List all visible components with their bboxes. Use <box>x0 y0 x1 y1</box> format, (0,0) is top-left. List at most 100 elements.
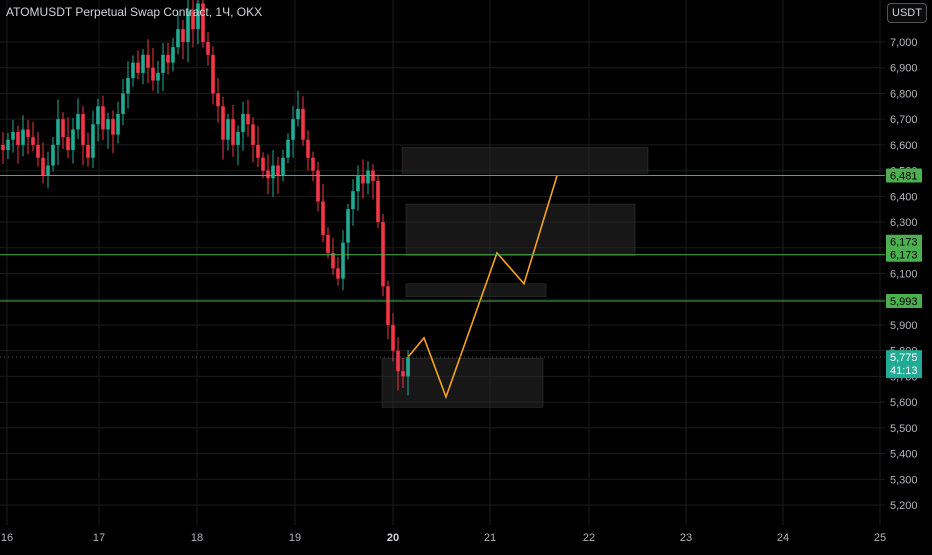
price-tick-label: 7,000 <box>890 37 918 49</box>
level-label-6481-bg <box>886 168 922 183</box>
level-label-6481: 6,481 <box>890 170 918 182</box>
candle-body <box>6 139 10 151</box>
zone-box[interactable] <box>405 283 547 297</box>
price-tick-label: 6,300 <box>890 217 918 229</box>
candle-body <box>241 114 245 133</box>
candle-body <box>301 108 305 140</box>
projection-path[interactable] <box>407 175 558 400</box>
candle-body <box>281 157 285 176</box>
candle-body <box>381 222 385 287</box>
candle-body <box>286 139 290 158</box>
candle-body <box>341 242 345 279</box>
current-price-label: 5,775 <box>890 352 918 364</box>
candle-body <box>201 3 205 42</box>
candle-body <box>91 124 95 158</box>
candle-body <box>41 157 45 176</box>
candle-body <box>171 47 175 63</box>
zone-box[interactable] <box>401 147 649 174</box>
candle-body <box>316 170 320 202</box>
price-tick-label: 6,600 <box>890 140 918 152</box>
candle-body <box>206 42 210 55</box>
candle-body <box>271 165 275 179</box>
candle-body <box>136 62 140 73</box>
candle-body <box>36 144 40 158</box>
candle-body <box>336 268 340 279</box>
time-tick-label: 24 <box>777 532 789 544</box>
candle-body <box>366 170 370 184</box>
candle-body <box>186 11 190 42</box>
currency-button[interactable]: USDT <box>887 3 927 23</box>
candle-body <box>161 54 165 73</box>
candle-body <box>126 78 130 94</box>
candle-body <box>176 29 180 48</box>
candle-body <box>131 62 135 79</box>
time-tick-label: 23 <box>680 532 692 544</box>
candle-body <box>231 119 235 145</box>
candle-body <box>196 3 200 30</box>
candle-body <box>401 371 405 377</box>
candle-body <box>11 132 15 140</box>
candle-body <box>46 165 50 176</box>
time-tick-label: 18 <box>191 532 203 544</box>
price-tick-label: 6,700 <box>890 114 918 126</box>
candle-body <box>66 137 70 151</box>
candle-body <box>116 114 120 135</box>
candle-body <box>26 129 30 138</box>
candle-body <box>156 72 160 81</box>
level-label-6173-upper-bg <box>886 234 922 249</box>
candle-body <box>121 93 125 115</box>
candle-body <box>386 286 390 325</box>
candle-body <box>191 11 195 30</box>
candle-body <box>236 132 240 145</box>
candle-body <box>276 165 280 176</box>
candle-body <box>391 324 395 351</box>
candle-body <box>141 54 145 73</box>
candle-body <box>181 29 185 42</box>
countdown-label: 41:13 <box>890 365 918 377</box>
time-tick-label: 22 <box>583 532 595 544</box>
candle-body <box>31 137 35 145</box>
price-tick-label: 5,500 <box>890 423 918 435</box>
price-tick-label: 6,900 <box>890 63 918 75</box>
chart-title: ATOMUSDT Perpetual Swap Contract, 1Ч, OK… <box>6 5 263 19</box>
price-tick-label: 6,400 <box>890 191 918 203</box>
time-tick-label: 17 <box>93 532 105 544</box>
candle-body <box>256 144 260 158</box>
zone-box[interactable] <box>381 358 544 408</box>
current-price-label-bg <box>886 350 922 379</box>
price-tick-label: 5,300 <box>890 474 918 486</box>
candle-body <box>166 54 170 63</box>
candle-body <box>81 114 85 145</box>
candle-body <box>396 350 400 372</box>
candle-body <box>1 144 5 151</box>
candle-body <box>71 129 75 151</box>
price-tick-label: 5,200 <box>890 500 918 512</box>
candle-body <box>101 106 105 130</box>
price-tick-label: 6,100 <box>890 269 918 281</box>
level-label-6173-upper: 6,173 <box>890 237 918 249</box>
candle-body <box>86 144 90 158</box>
candle-body <box>111 119 115 135</box>
price-tick-label: 5,900 <box>890 320 918 332</box>
zone-box[interactable] <box>405 203 636 256</box>
time-tick-label: 25 <box>874 532 886 544</box>
candle-body <box>326 234 330 253</box>
candle-body <box>61 119 65 138</box>
time-tick-label: 19 <box>289 532 301 544</box>
candle-body <box>216 93 220 107</box>
candle-body <box>406 357 410 377</box>
candle-body <box>331 252 335 269</box>
price-tick-label: 5,400 <box>890 449 918 461</box>
candle-body <box>346 209 350 243</box>
candle-body <box>56 119 60 145</box>
price-tick-label: 6,800 <box>890 88 918 100</box>
candle-body <box>146 54 150 68</box>
level-label-6173: 6,173 <box>890 250 918 262</box>
candle-body <box>246 114 250 125</box>
candle-body <box>151 67 155 81</box>
candle-body <box>211 54 215 94</box>
level-label-6173-bg <box>886 247 922 262</box>
candle-body <box>356 175 360 192</box>
